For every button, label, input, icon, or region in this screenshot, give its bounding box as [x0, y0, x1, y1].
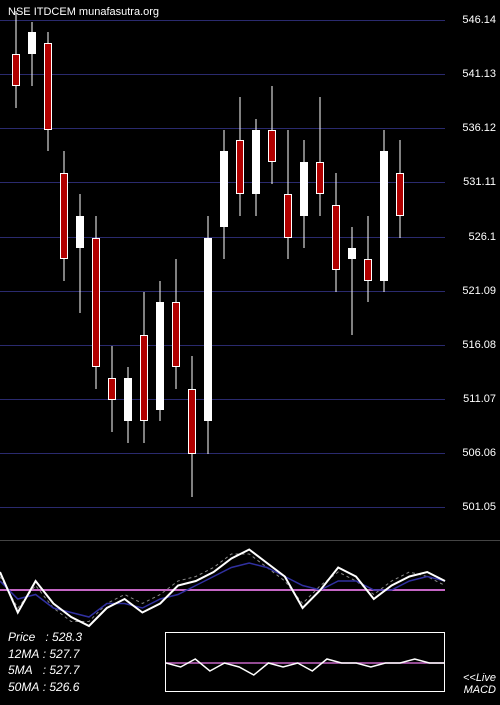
price-tick-label: 511.07: [463, 393, 496, 405]
stat-5ma: 5MA : 527.7: [8, 662, 82, 679]
stat-50ma: 50MA : 526.6: [8, 679, 82, 696]
source-label: munafasutra.org: [79, 6, 159, 18]
macd-panel: Price : 528.3 12MA : 527.7 5MA : 527.7 5…: [0, 540, 500, 700]
price-tick-label: 501.05: [462, 501, 496, 513]
price-tick-label: 531.11: [463, 176, 496, 188]
price-tick-label: 541.13: [462, 68, 496, 80]
price-tick-label: 516.08: [462, 339, 496, 351]
macd-inset: [165, 632, 445, 692]
price-tick-label: 536.12: [462, 122, 496, 134]
macd-label: <<Live MACD: [463, 672, 496, 696]
chart-header: NSE ITDCEM munafasutra.org: [8, 6, 159, 18]
inset-chart: [166, 633, 444, 691]
exchange-label: NSE: [8, 6, 31, 18]
candlestick-chart: NSE ITDCEM munafasutra.org: [0, 0, 445, 540]
stat-price: Price : 528.3: [8, 629, 82, 646]
price-tick-label: 546.14: [462, 14, 496, 26]
stats-readout: Price : 528.3 12MA : 527.7 5MA : 527.7 5…: [8, 629, 82, 696]
price-tick-label: 506.06: [462, 447, 496, 459]
price-axis: 546.14 541.13 536.12 531.11 526.1 521.09 516.0…: [445, 0, 500, 540]
price-tick-label: 526.1: [468, 231, 496, 243]
symbol-label: ITDCEM: [34, 6, 76, 18]
price-tick-label: 521.09: [462, 285, 496, 297]
stat-12ma: 12MA : 527.7: [8, 646, 82, 663]
